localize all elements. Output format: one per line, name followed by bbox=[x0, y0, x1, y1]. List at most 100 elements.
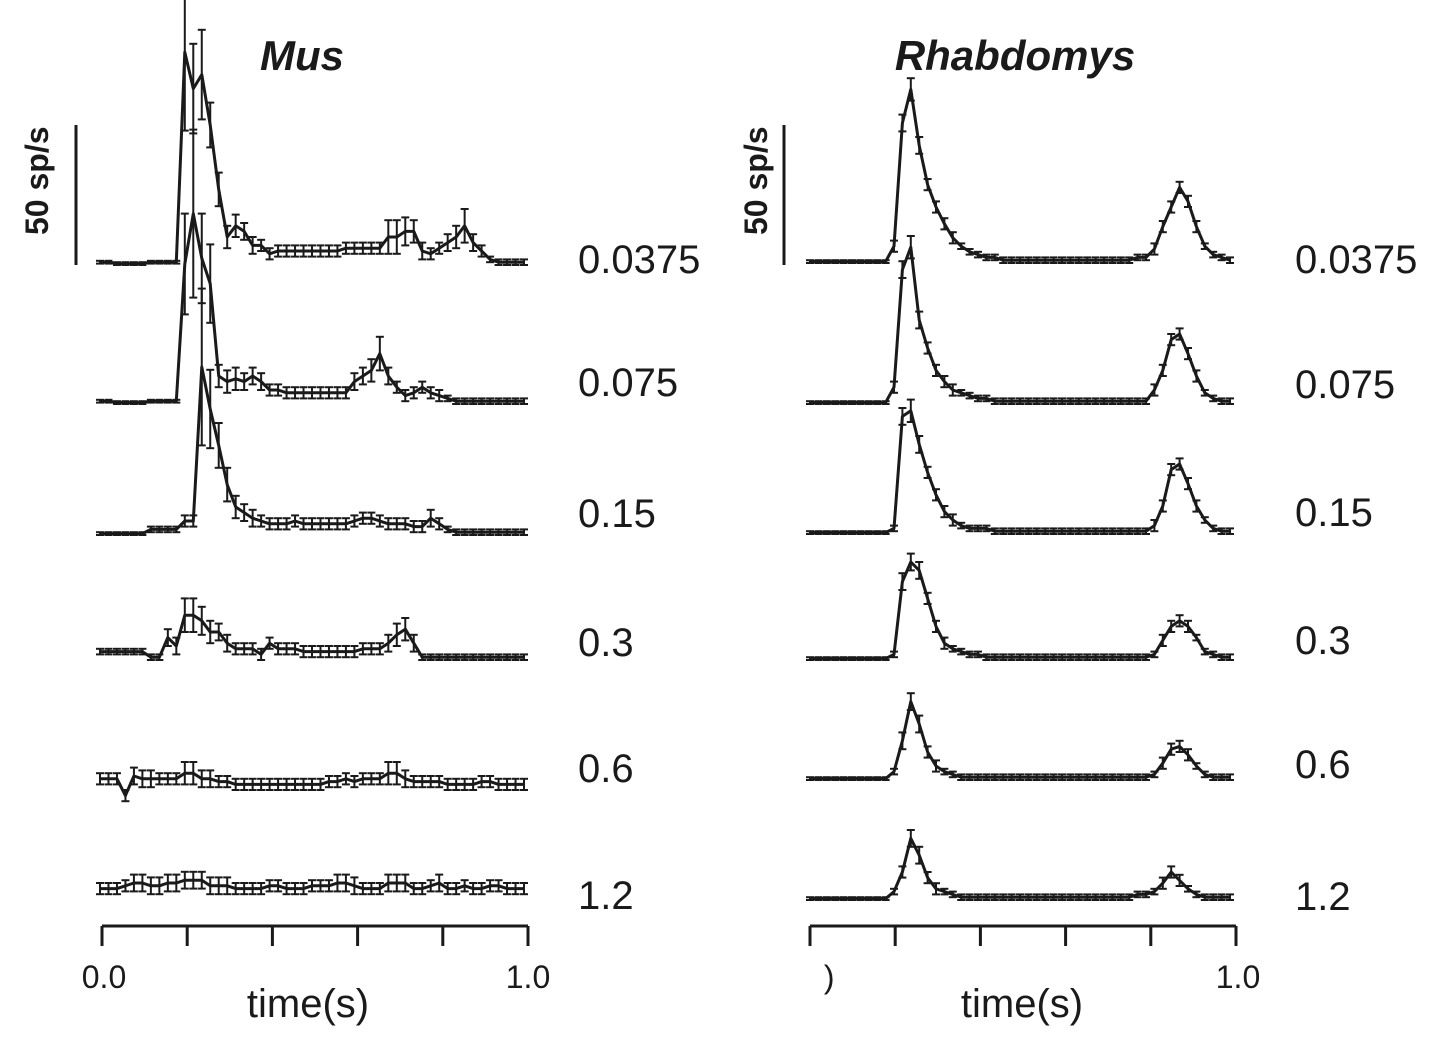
rhabdomys-error-bar bbox=[1024, 397, 1033, 405]
rhabdomys-error-bar bbox=[1058, 893, 1066, 901]
mus-error-bar bbox=[324, 244, 333, 258]
mus-error-bar bbox=[121, 261, 130, 266]
rhabdomys-error-bar bbox=[822, 656, 831, 661]
mus-error-bar bbox=[299, 777, 308, 791]
rhabdomys-error-bar bbox=[957, 389, 966, 397]
mus-error-bar bbox=[231, 213, 240, 238]
rhabdomys-error-bar bbox=[974, 394, 982, 403]
mus-error-bar bbox=[223, 775, 232, 789]
mus-error-bar bbox=[333, 517, 342, 531]
mus-error-bar bbox=[138, 769, 147, 789]
rhabdomys-series-1 bbox=[806, 235, 1234, 405]
mus-error-bar bbox=[214, 876, 223, 896]
rhabdomys-error-bar bbox=[814, 896, 823, 901]
mus-error-bar bbox=[401, 389, 410, 403]
mus-error-bar bbox=[341, 386, 350, 400]
rhabdomys-error-bar bbox=[806, 896, 814, 901]
rhabdomys-error-bar bbox=[1226, 893, 1234, 901]
mus-error-bar bbox=[477, 397, 486, 405]
mus-error-bar bbox=[214, 622, 223, 642]
mus-error-bar bbox=[392, 219, 401, 255]
rhabdomys-error-bar bbox=[1226, 256, 1234, 264]
mus-error-bar bbox=[494, 397, 503, 405]
rhabdomys-error-bar bbox=[1150, 242, 1159, 256]
rhabdomys-error-bar bbox=[1041, 773, 1050, 781]
mus-series-1 bbox=[96, 128, 528, 405]
rhabdomys-error-bar bbox=[1108, 773, 1117, 781]
mus-error-bar bbox=[291, 882, 300, 896]
mus-error-bar bbox=[257, 882, 266, 896]
rhabdomys-error-bar bbox=[1083, 527, 1092, 535]
rhabdomys-error-bar bbox=[906, 77, 915, 102]
mus-trace-line bbox=[100, 50, 524, 266]
mus-error-bar bbox=[146, 525, 155, 534]
mus-error-bar bbox=[248, 366, 257, 386]
mus-error-bar bbox=[460, 397, 469, 405]
rhabdomys-error-bar bbox=[1158, 499, 1167, 513]
rhabdomys-error-bar bbox=[806, 776, 814, 781]
mus-error-bar bbox=[452, 777, 461, 791]
rhabdomys-error-bar bbox=[1100, 653, 1108, 661]
mus-error-bar bbox=[214, 775, 223, 789]
rhabdomys-error-bar bbox=[1133, 397, 1142, 405]
mus-error-bar bbox=[146, 876, 155, 896]
rhabdomys-error-bar bbox=[864, 776, 873, 781]
mus-error-bar bbox=[206, 769, 215, 789]
mus-error-bar bbox=[358, 642, 367, 656]
rhabdomys-error-bar bbox=[1049, 256, 1058, 264]
rhabdomys-error-bar bbox=[1108, 527, 1117, 535]
rhabdomys-error-bar bbox=[1100, 397, 1108, 405]
mus-error-bar bbox=[477, 653, 486, 661]
rhabdomys-error-bar bbox=[1209, 394, 1218, 403]
mus-error-bar bbox=[401, 769, 410, 789]
mus-error-bar bbox=[146, 398, 155, 404]
rhabdomys-error-bar bbox=[1074, 256, 1083, 264]
mus-error-bar bbox=[435, 873, 444, 893]
mus-error-bar bbox=[375, 882, 384, 896]
mus-error-bar bbox=[460, 879, 469, 893]
rhabdomys-error-bar bbox=[990, 527, 999, 535]
rhabdomys-error-bar bbox=[831, 896, 840, 901]
rhabdomys-error-bar bbox=[806, 656, 814, 661]
mus-error-bar bbox=[477, 775, 486, 789]
rhabdomys-error-bar bbox=[848, 896, 856, 901]
rhabdomys-error-bar bbox=[1007, 773, 1016, 781]
mus-error-bar bbox=[341, 241, 350, 255]
mus-error-bar bbox=[460, 208, 469, 244]
mus-error-bar bbox=[350, 876, 359, 896]
rhabdomys-error-bar bbox=[1066, 893, 1075, 901]
mus-error-bar bbox=[409, 386, 418, 400]
rhabdomys-series-0 bbox=[806, 77, 1234, 264]
mus-error-bar bbox=[240, 777, 249, 791]
rhabdomys-error-bar bbox=[1133, 890, 1142, 899]
rhabdomys-error-bar bbox=[1200, 770, 1209, 779]
rhabdomys-error-bar bbox=[1192, 220, 1201, 234]
rhabdomys-error-bar bbox=[1167, 463, 1176, 477]
mus-error-bar bbox=[282, 882, 291, 896]
mus-series-0 bbox=[96, 0, 528, 266]
rhabdomys-error-bar bbox=[1066, 397, 1075, 405]
mus-error-bar bbox=[426, 653, 435, 661]
mus-error-bar bbox=[477, 528, 486, 536]
rhabdomys-error-bar bbox=[856, 776, 865, 781]
mus-error-bar bbox=[231, 366, 240, 391]
rhabdomys-error-bar bbox=[814, 259, 823, 264]
mus-error-bar bbox=[291, 514, 300, 528]
mus-error-bar bbox=[180, 212, 189, 316]
rhabdomys-error-bar bbox=[1016, 893, 1024, 901]
rhabdomys-error-bar bbox=[1083, 893, 1092, 901]
mus-error-bar bbox=[206, 619, 215, 645]
mus-error-bar bbox=[180, 514, 189, 528]
mus-error-bar bbox=[486, 653, 495, 661]
rhabdomys-error-bar bbox=[831, 530, 840, 535]
mus-error-bar bbox=[121, 400, 130, 405]
rhabdomys-error-bar bbox=[1074, 893, 1083, 901]
rhabdomys-error-bar bbox=[1209, 524, 1218, 533]
mus-error-bar bbox=[180, 870, 189, 890]
rhabdomys-xtick-label-start: ) bbox=[817, 959, 834, 995]
rhabdomys-error-bar bbox=[965, 893, 974, 901]
rhabdomys-error-bar bbox=[957, 893, 966, 901]
rhabdomys-error-bar bbox=[1226, 653, 1234, 661]
rhabdomys-error-bar bbox=[1049, 653, 1058, 661]
